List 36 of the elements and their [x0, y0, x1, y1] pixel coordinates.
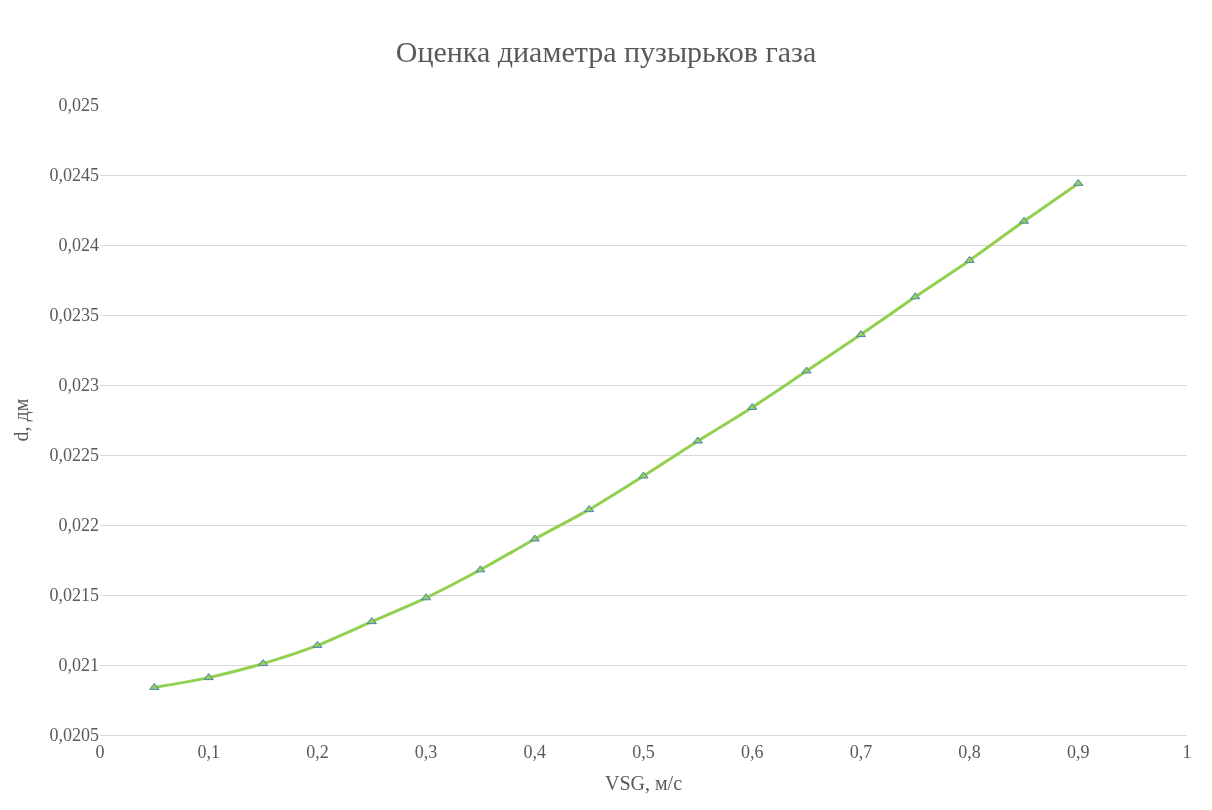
x-tick-label: 0,3 — [414, 741, 438, 762]
y-tick-label: 0,0215 — [49, 585, 99, 606]
point — [910, 292, 921, 300]
x-tick-label: 1 — [1182, 741, 1192, 762]
point — [692, 436, 703, 444]
point — [475, 565, 486, 573]
x-tick-label: 0,4 — [523, 741, 547, 762]
point — [638, 471, 649, 479]
y-tick-label: 0,0235 — [49, 305, 99, 326]
x-axis-title: VSG, м/с — [604, 772, 683, 795]
x-tick-label: 0,2 — [306, 741, 329, 762]
point — [149, 682, 160, 690]
y-axis-title: d, дм — [10, 398, 33, 442]
y-tick-label: 0,023 — [58, 375, 99, 396]
point — [312, 640, 323, 648]
x-tick-label: 0,1 — [197, 741, 220, 762]
point — [747, 402, 758, 410]
x-tick-label: 0,5 — [632, 741, 655, 762]
y-tick-label: 0,021 — [58, 655, 99, 676]
y-tick-label: 0,024 — [58, 235, 99, 256]
point — [964, 255, 975, 263]
x-tick-label: 0,8 — [958, 741, 981, 762]
point — [801, 366, 812, 374]
y-tick-label: 0,022 — [58, 515, 99, 536]
x-tick-label: 0,9 — [1067, 741, 1090, 762]
point — [366, 617, 377, 625]
y-tick-label: 0,0225 — [49, 445, 99, 466]
x-tick-label: 0,6 — [740, 741, 764, 762]
point — [584, 505, 595, 513]
point — [1073, 178, 1084, 186]
point — [203, 673, 214, 681]
chart-title: Оценка диаметра пузырьков газа — [395, 34, 817, 68]
y-tick-label: 0,0245 — [49, 165, 99, 186]
y-tick-label: 0,025 — [58, 95, 99, 116]
point — [529, 534, 540, 542]
x-tick-label: 0,7 — [849, 741, 873, 762]
